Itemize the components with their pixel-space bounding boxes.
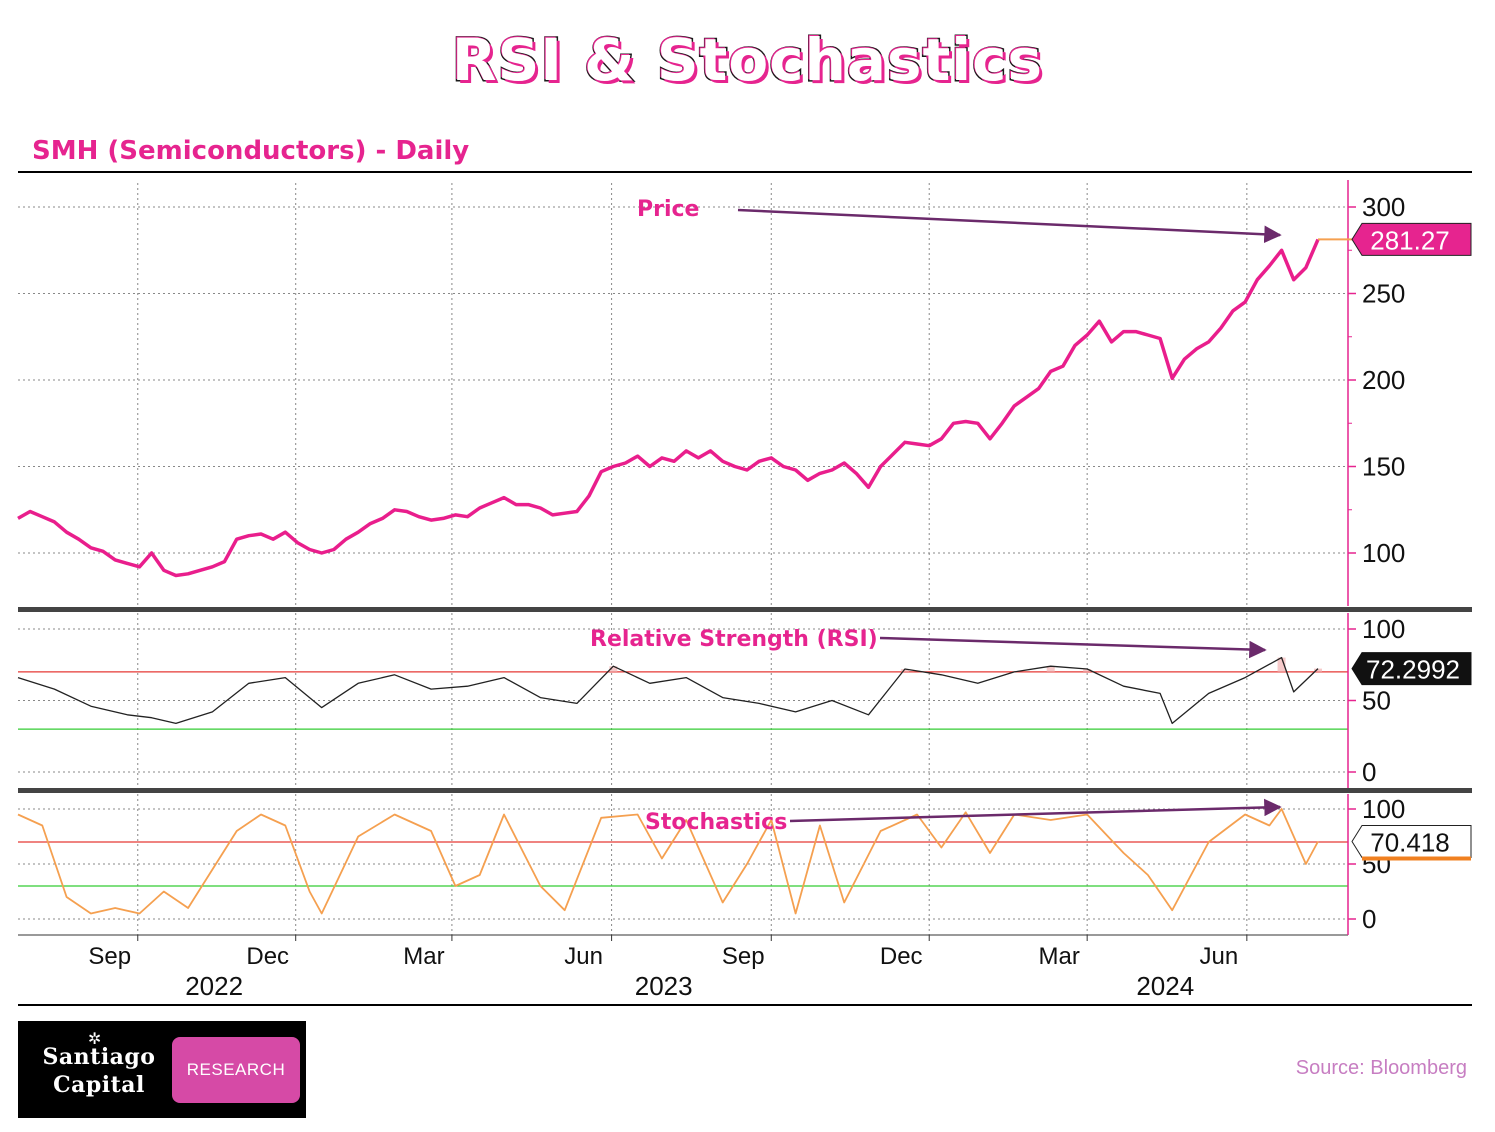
x-tick-label: Mar [403, 943, 444, 970]
panel-divider [18, 788, 1472, 793]
y-tick-label: 100 [1362, 614, 1405, 644]
source-credit: Source: Bloomberg [1295, 1057, 1467, 1079]
chart-canvas: Sep Dec Mar Jun Sep Dec Mar Jun 2022 2023 2024 100 1… [17, 171, 1472, 1006]
x-tick-label: Dec [880, 943, 923, 970]
logo-name-line1: Santiago [42, 1044, 156, 1070]
x-year-label: 2024 [1136, 971, 1194, 1001]
rsi-series-line [17, 656, 1319, 725]
x-tick-label: Sep [88, 943, 131, 970]
y-tick-label: 0 [1362, 904, 1376, 934]
panel-divider [18, 607, 1472, 612]
x-tick-label: Mar [1038, 943, 1079, 970]
rsi-overbought-fill [900, 669, 909, 672]
x-tick-label: Dec [246, 943, 289, 970]
rsi-overbought-fill [1314, 668, 1322, 672]
x-tick-label: Jun [1199, 943, 1238, 970]
y-tick-label: 50 [1362, 686, 1391, 716]
stochastics-annotation-label: Stochastics [645, 810, 787, 835]
y-tick-label: 200 [1362, 365, 1405, 395]
last-value-badge [1351, 825, 1472, 859]
reference-lines [18, 657, 1348, 887]
y-tick-label: 100 [1362, 538, 1405, 568]
stochastics-series-line [17, 808, 1319, 915]
chart-subtitle: SMH (Semiconductors) - Daily [32, 136, 470, 166]
shell-icon: ✲ [88, 1029, 102, 1048]
y-tick-label: 0 [1362, 757, 1376, 787]
logo-research-tag: RESEARCH [172, 1037, 300, 1103]
rsi-overbought-fill [1083, 669, 1092, 672]
last-value-badge [1351, 222, 1472, 256]
page-title: RSI & Stochastics [450, 25, 1044, 96]
y-tick-label: 300 [1362, 192, 1405, 222]
x-year-label: 2022 [185, 971, 243, 1001]
price-annotation-arrow [737, 208, 1282, 244]
price-series-line [17, 238, 1320, 578]
last-value-text: 70.418 [1370, 828, 1450, 858]
x-tick-label: Jun [564, 943, 603, 970]
last-value-text: 281.27 [1370, 225, 1450, 255]
rsi-overbought-fill [1277, 657, 1286, 672]
rsi-overbought-fill [1046, 666, 1055, 672]
price-annotation-label: Price [637, 197, 699, 222]
axis-layer: Sep Dec Mar Jun Sep Dec Mar Jun 2022 2023 2024 100 1… [18, 171, 1472, 1006]
x-tick-label: Sep [722, 943, 765, 970]
last-value-badge [1351, 652, 1472, 686]
series-layer [17, 238, 1320, 915]
rsi-annotation-arrow [879, 636, 1267, 659]
y-tick-label: 100 [1362, 794, 1405, 824]
santiago-capital-logo: ✲ Santiago Capital RESEARCH [18, 1021, 306, 1118]
y-tick-label: 250 [1362, 279, 1405, 309]
rsi-annotation-label: Relative Strength (RSI) [590, 627, 878, 652]
logo-name-line2: Capital [53, 1072, 145, 1098]
rsi-overbought-fill [609, 666, 618, 672]
last-value-text: 72.2992 [1366, 655, 1460, 685]
grid-layer [18, 183, 1348, 935]
logo-name: Santiago Capital [24, 1043, 174, 1099]
x-year-label: 2023 [635, 971, 693, 1001]
label-layer: 281.27 72.2992 70.418 Price Relative Strengt… [590, 197, 1472, 861]
y-tick-label: 150 [1362, 452, 1405, 482]
stochastics-annotation-arrow [789, 798, 1282, 823]
